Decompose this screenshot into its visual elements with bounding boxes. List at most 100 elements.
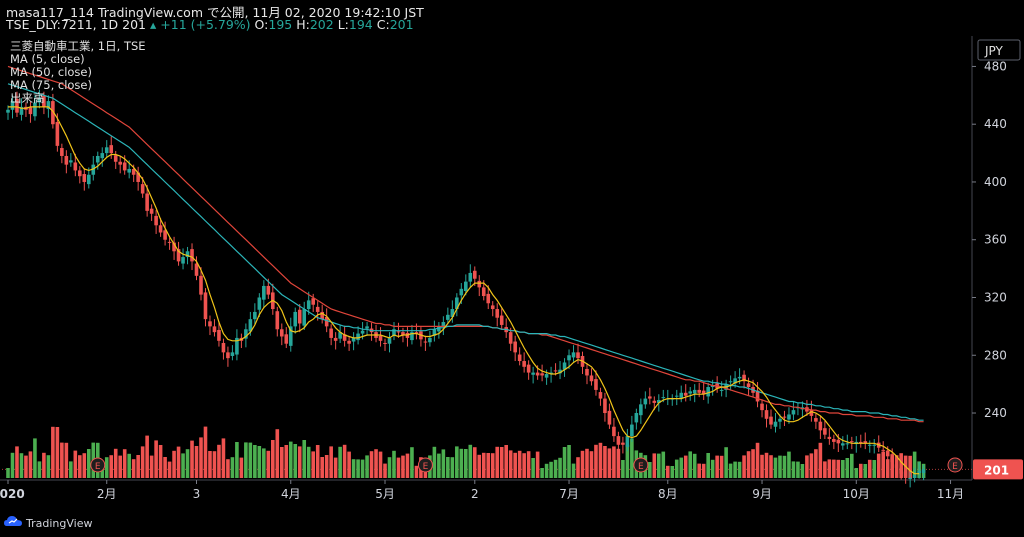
candle-body bbox=[639, 404, 643, 416]
volume-bar bbox=[288, 441, 293, 478]
candle-body bbox=[19, 106, 24, 115]
candle-body bbox=[656, 400, 661, 403]
candle-body bbox=[522, 361, 526, 367]
volume-bar bbox=[414, 465, 419, 478]
volume-bar bbox=[293, 444, 298, 478]
volume-bar bbox=[329, 446, 333, 478]
earnings-marker bbox=[90, 457, 106, 473]
candle-body bbox=[782, 416, 787, 418]
volume-bar bbox=[342, 444, 347, 478]
volume-bar bbox=[392, 450, 396, 478]
candle-body bbox=[787, 414, 791, 420]
candle-body bbox=[805, 407, 809, 412]
x-tick-label: 11月 bbox=[937, 487, 964, 501]
volume-bar bbox=[10, 452, 15, 478]
chart-header: masa117_114 TradingView.com で公開, 11月 02,… bbox=[0, 0, 1024, 34]
volume-bar bbox=[912, 451, 917, 478]
candle-body bbox=[194, 263, 199, 276]
volume-bar bbox=[872, 460, 877, 478]
volume-bar bbox=[271, 440, 275, 478]
candle-body bbox=[122, 162, 127, 171]
candle-body bbox=[661, 397, 666, 399]
candle-body bbox=[827, 436, 832, 440]
volume-bar bbox=[33, 438, 37, 478]
y-tick-label: 240 bbox=[984, 406, 1007, 420]
volume-bar bbox=[230, 457, 235, 478]
candle-body bbox=[401, 332, 405, 336]
volume-bar bbox=[661, 451, 666, 478]
ma50-line bbox=[7, 83, 924, 421]
volume-bar bbox=[203, 426, 208, 478]
volume-bar bbox=[796, 461, 800, 478]
candle-body bbox=[571, 352, 576, 358]
x-tick-label: 2 bbox=[471, 487, 479, 501]
volume-bar bbox=[82, 453, 87, 478]
volume-bar bbox=[154, 440, 158, 478]
x-tick-label: 5月 bbox=[375, 487, 395, 501]
x-tick-label: 10月 bbox=[843, 487, 870, 501]
volume-bar bbox=[755, 442, 760, 478]
volume-bar bbox=[504, 445, 508, 478]
candle-body bbox=[181, 257, 185, 264]
volume-bar bbox=[531, 458, 535, 478]
volume-bar bbox=[410, 447, 414, 478]
candle-body bbox=[176, 249, 181, 262]
volume-bar bbox=[190, 440, 194, 478]
candle-body bbox=[697, 389, 701, 393]
volume-bar bbox=[432, 446, 437, 478]
candle-body bbox=[513, 341, 517, 353]
candle-body bbox=[423, 341, 428, 343]
volume-bar bbox=[253, 445, 257, 478]
earnings-marker-label: E bbox=[423, 462, 429, 472]
volume-bar bbox=[827, 459, 832, 478]
volume-bar bbox=[656, 453, 661, 478]
volume-bar bbox=[396, 457, 401, 478]
candle-body bbox=[562, 362, 567, 370]
volume-bar bbox=[751, 449, 755, 478]
candle-body bbox=[499, 315, 504, 325]
volume-bar bbox=[226, 459, 230, 478]
candle-body bbox=[867, 444, 872, 446]
volume-bar bbox=[172, 450, 176, 478]
volume-bar bbox=[719, 455, 724, 478]
candle-body bbox=[441, 322, 446, 327]
volume-bar bbox=[773, 457, 778, 478]
tradingview-logo[interactable]: TradingView bbox=[4, 516, 92, 531]
volume-bar bbox=[495, 446, 500, 478]
volume-bar bbox=[140, 446, 145, 478]
candle-body bbox=[360, 330, 365, 334]
candle-body bbox=[746, 383, 751, 388]
candle-body bbox=[302, 309, 307, 326]
candle-body bbox=[594, 379, 598, 390]
volume-bar bbox=[845, 458, 850, 478]
volume-bar bbox=[19, 453, 24, 478]
candle-body bbox=[553, 370, 558, 372]
volume-bar bbox=[383, 463, 387, 478]
volume-bar bbox=[455, 446, 459, 478]
candle-body bbox=[297, 309, 302, 324]
candle-body bbox=[872, 444, 877, 446]
volume-bar bbox=[446, 457, 450, 478]
close-value: 201 bbox=[389, 17, 414, 32]
volume-bar bbox=[266, 450, 271, 478]
volume-bar bbox=[535, 451, 540, 478]
volume-bar bbox=[710, 459, 715, 478]
candle-body bbox=[531, 372, 535, 375]
candle-body bbox=[921, 469, 926, 473]
volume-bar bbox=[836, 459, 841, 478]
candle-body bbox=[885, 450, 890, 457]
volume-bar bbox=[199, 437, 203, 478]
candle-body bbox=[576, 352, 580, 359]
candle-body bbox=[86, 174, 91, 185]
candle-body bbox=[607, 410, 612, 425]
candle-body bbox=[616, 436, 621, 445]
candle-body bbox=[701, 390, 706, 395]
y-tick-label: 360 bbox=[984, 233, 1007, 247]
candle-body bbox=[692, 389, 697, 394]
candle-body bbox=[351, 337, 356, 342]
candle-body bbox=[230, 352, 235, 356]
volume-bar bbox=[603, 446, 607, 478]
candle-body bbox=[136, 172, 140, 182]
volume-bar bbox=[167, 461, 172, 478]
